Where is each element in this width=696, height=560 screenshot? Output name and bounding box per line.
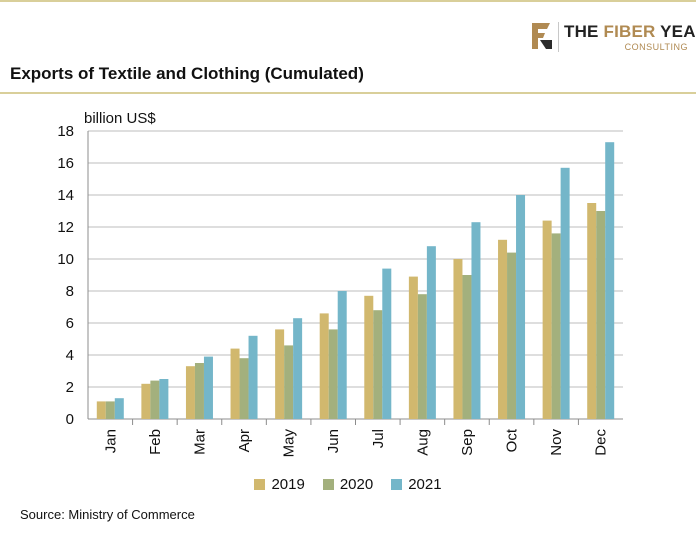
y-tick-label: 18 xyxy=(57,123,74,140)
x-tick-label: Feb xyxy=(147,429,164,455)
bar-2020-dec xyxy=(596,211,606,419)
x-tick-label: Nov xyxy=(548,429,565,456)
x-tick-label: Sep xyxy=(459,429,476,456)
legend-swatch xyxy=(391,479,403,490)
x-tick-label: Jun xyxy=(325,429,342,453)
bar-2021-jun xyxy=(337,291,347,419)
bar-2020-aug xyxy=(417,294,427,419)
bar-2020-feb xyxy=(150,380,160,419)
legend-swatch xyxy=(254,479,266,490)
y-tick-label: 16 xyxy=(57,155,74,172)
bar-2021-feb xyxy=(159,379,169,419)
legend-swatch xyxy=(322,479,334,490)
x-tick-label: Oct xyxy=(504,428,521,452)
y-tick-label: 2 xyxy=(66,379,74,396)
bar-2020-sep xyxy=(462,275,472,419)
bar-2021-aug xyxy=(426,246,436,419)
bar-chart: 0 2 4 6 8 10 12 14 16 18 Jan Feb Mar Apr May Jun Jul Aug S… xyxy=(57,123,623,458)
y-tick-label: 8 xyxy=(66,283,74,300)
y-tick-label: 14 xyxy=(57,187,74,204)
bar-2021-mar xyxy=(203,356,213,419)
bar-2019-feb xyxy=(141,383,151,419)
bar-2019-jun xyxy=(319,313,329,419)
legend-item: 2019 xyxy=(254,476,305,493)
x-tick-label: May xyxy=(281,429,298,458)
y-tick-label: 4 xyxy=(66,347,74,364)
brand-name: THE FIBER YEAR xyxy=(564,22,696,42)
bar-2020-jun xyxy=(328,329,338,419)
source-note: Source: Ministry of Commerce xyxy=(20,507,195,522)
bar-2020-jul xyxy=(373,310,383,419)
bar-2020-mar xyxy=(194,363,204,419)
x-tick-label: Dec xyxy=(593,429,610,456)
title-rule xyxy=(0,92,696,94)
bar-2020-jan xyxy=(105,401,115,419)
bar-2019-mar xyxy=(185,366,195,419)
bar-2021-sep xyxy=(471,222,481,419)
x-tick-label: Apr xyxy=(236,429,253,452)
legend-label: 2021 xyxy=(408,476,442,493)
legend-label: 2020 xyxy=(339,476,374,493)
bar-2020-may xyxy=(284,345,294,419)
bar-2021-dec xyxy=(605,142,615,419)
brand-name-part1: THE xyxy=(564,22,604,41)
y-tick-label: 10 xyxy=(57,251,74,268)
bar-2021-oct xyxy=(516,195,526,419)
y-tick-label: 6 xyxy=(66,315,74,332)
bar-2020-oct xyxy=(507,252,517,419)
y-tick-label: 12 xyxy=(57,219,74,236)
bar-2021-may xyxy=(293,318,303,419)
x-tick-label: Mar xyxy=(191,429,208,455)
bar-2020-nov xyxy=(551,233,561,419)
bar-2021-apr xyxy=(248,335,258,419)
x-tick-label: Aug xyxy=(414,429,431,456)
legend-label: 2019 xyxy=(271,476,305,493)
legend-item: 2021 xyxy=(391,476,442,493)
x-tick-label: Jul xyxy=(370,429,387,448)
bar-2019-oct xyxy=(498,239,508,419)
x-tick-label: Jan xyxy=(102,429,119,453)
brand-subtitle: CONSULTING xyxy=(624,42,688,52)
brand-logo: THE FIBER YEAR CONSULTING xyxy=(530,18,696,58)
bar-2019-jul xyxy=(364,295,374,419)
fiber-year-logo-icon xyxy=(532,23,552,49)
legend-item: 2020 xyxy=(322,476,374,493)
bar-2020-apr xyxy=(239,358,249,419)
bar-2019-jan xyxy=(96,401,106,419)
brand-name-accent: FIBER xyxy=(603,22,656,41)
bar-2019-may xyxy=(275,329,285,419)
bar-2021-jan xyxy=(114,398,124,419)
brand-divider xyxy=(558,22,559,52)
unit-label: billion US$ xyxy=(84,110,156,127)
chart-title: Exports of Textile and Clothing (Cumulat… xyxy=(10,64,364,83)
bar-2019-aug xyxy=(408,276,418,419)
y-tick-label: 0 xyxy=(66,411,74,428)
bar-2021-nov xyxy=(560,167,570,419)
bar-2021-jul xyxy=(382,268,392,419)
brand-name-part2: YEAR xyxy=(660,22,696,41)
bar-2019-dec xyxy=(587,203,597,419)
bar-2019-apr xyxy=(230,348,240,419)
bar-2019-nov xyxy=(542,220,552,419)
legend: 2019 2020 2021 xyxy=(0,476,696,493)
bar-2019-sep xyxy=(453,259,463,419)
top-rule xyxy=(0,0,696,2)
